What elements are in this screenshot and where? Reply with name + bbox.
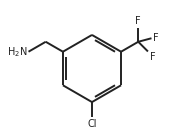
Text: Cl: Cl	[87, 119, 97, 129]
Text: F: F	[135, 16, 141, 26]
Text: F: F	[150, 52, 155, 62]
Text: H$_2$N: H$_2$N	[7, 45, 28, 59]
Text: F: F	[153, 33, 159, 43]
